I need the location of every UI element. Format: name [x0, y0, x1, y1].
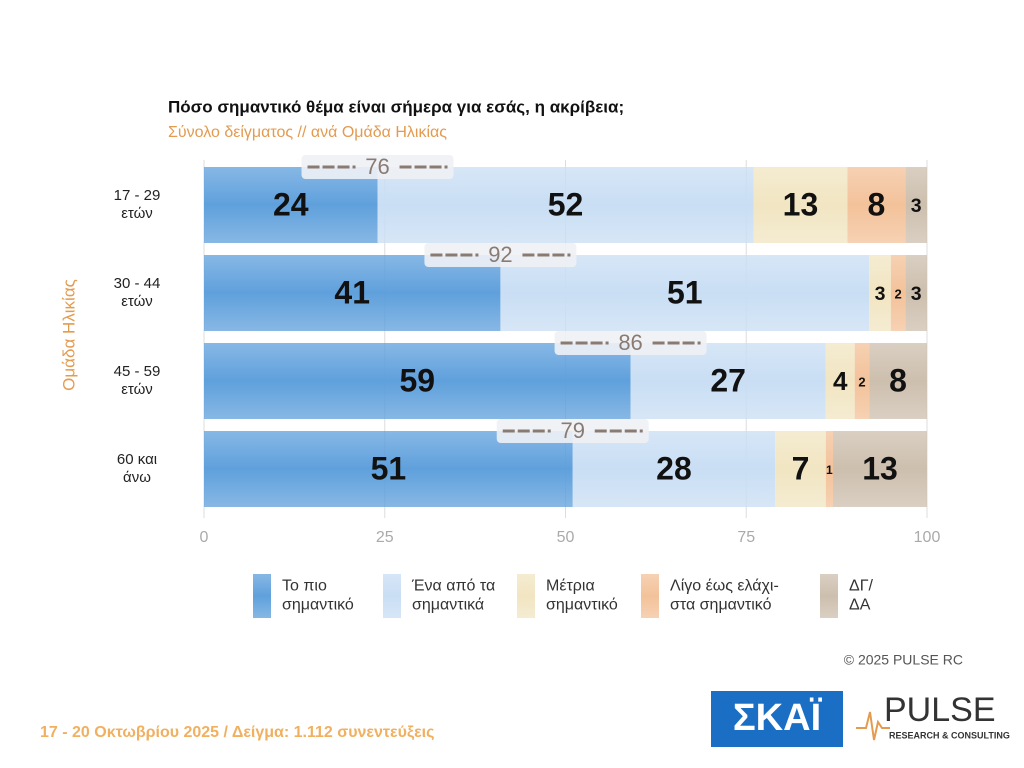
total-box	[301, 155, 454, 179]
legend-swatch	[517, 574, 535, 618]
legend-swatch	[253, 574, 271, 618]
x-tick-label: 0	[200, 529, 209, 546]
y-tick-label: 45 - 59 ετών	[114, 363, 161, 398]
copyright: © 2025 PULSE RC	[844, 652, 963, 668]
skai-logo: ΣΚΑΪ	[733, 696, 823, 739]
bar	[890, 255, 906, 331]
y-tick-label: 60 και άνω	[117, 451, 157, 486]
x-tick-label: 50	[557, 529, 575, 546]
total-box	[554, 331, 707, 355]
value-label: 27	[710, 362, 746, 398]
value-label: 4	[833, 366, 848, 396]
legend-swatch	[641, 574, 659, 618]
value-label: 59	[399, 362, 435, 398]
bar	[204, 343, 631, 419]
legend-label: Λίγο έως ελάχι-στα σημαντικό	[670, 578, 779, 614]
bar	[869, 343, 927, 419]
bar	[204, 431, 573, 507]
total-label: 92	[488, 242, 512, 267]
y-tick-label: 30 - 44 ετών	[114, 275, 161, 310]
value-label: 3	[911, 195, 922, 217]
value-label: 8	[867, 186, 885, 222]
bar	[377, 167, 754, 243]
bar	[500, 255, 870, 331]
bar	[204, 255, 501, 331]
legend-label: Ένα από τα σημαντικά	[411, 578, 495, 614]
chart-subtitle: Σύνολο δείγματος // ανά Ομάδα Ηλικίας	[168, 124, 447, 141]
bar	[905, 255, 927, 331]
chart-title: Πόσο σημαντικό θέμα είναι σήμερα για εσά…	[168, 97, 624, 116]
bar	[630, 343, 826, 419]
x-tick-label: 75	[737, 529, 755, 546]
value-label: 8	[889, 362, 907, 398]
legend-label: Μέτρια σημαντικό	[546, 578, 618, 614]
value-label: 13	[862, 450, 898, 486]
bar	[572, 431, 776, 507]
skai-logo-box	[711, 691, 843, 747]
value-label: 2	[894, 286, 901, 301]
y-axis-label: Ομάδα Ηλικίας	[59, 279, 78, 391]
bar	[204, 167, 378, 243]
x-tick-label: 100	[914, 529, 941, 546]
bar	[753, 167, 848, 243]
bar	[905, 167, 927, 243]
total-label: 79	[560, 418, 584, 443]
legend-label: Το πιο σημαντικό	[282, 578, 354, 614]
value-label: 24	[273, 186, 309, 222]
bar	[775, 431, 826, 507]
value-label: 52	[548, 186, 584, 222]
value-label: 3	[911, 283, 922, 305]
legend-label: ΔΓ/ΔΑ	[849, 578, 874, 614]
bar	[847, 167, 906, 243]
value-label: 3	[875, 283, 886, 305]
legend-swatch	[820, 574, 838, 618]
total-box	[496, 419, 649, 443]
value-label: 51	[667, 274, 703, 310]
bar	[833, 431, 927, 507]
bar	[825, 431, 834, 507]
value-label: 2	[858, 374, 865, 389]
value-label: 41	[334, 274, 370, 310]
value-label: 1	[826, 463, 833, 477]
bar	[869, 255, 891, 331]
bar	[854, 343, 870, 419]
value-label: 28	[656, 450, 692, 486]
pulse-logo-sub: RESEARCH & CONSULTING	[889, 730, 1010, 740]
pulse-logo: PULSE	[884, 691, 996, 729]
legend-swatch	[383, 574, 401, 618]
total-label: 86	[618, 330, 642, 355]
bar	[825, 343, 855, 419]
y-tick-label: 17 - 29 ετών	[114, 187, 161, 222]
footer: 17 - 20 Οκτωβρίου 2025 / Δείγμα: 1.112 σ…	[40, 724, 434, 741]
value-label: 13	[783, 186, 819, 222]
x-tick-label: 25	[376, 529, 394, 546]
value-label: 51	[371, 450, 407, 486]
pulse-wave	[856, 711, 890, 741]
value-label: 7	[792, 450, 810, 486]
total-label: 76	[365, 154, 389, 179]
total-box	[424, 243, 577, 267]
